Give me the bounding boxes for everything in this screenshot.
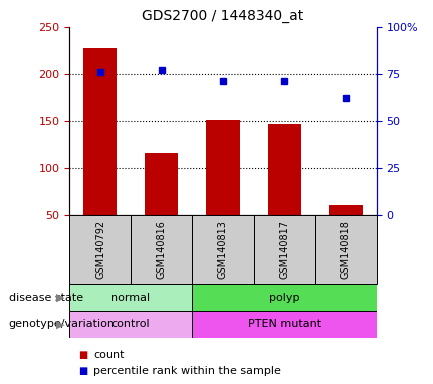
Text: GSM140818: GSM140818: [341, 220, 351, 279]
Text: ▶: ▶: [56, 319, 65, 329]
Text: percentile rank within the sample: percentile rank within the sample: [93, 366, 281, 376]
Text: count: count: [93, 350, 125, 360]
Text: normal: normal: [111, 293, 150, 303]
Bar: [192, 311, 377, 338]
Text: GSM140792: GSM140792: [95, 220, 105, 279]
Text: GSM140813: GSM140813: [218, 220, 228, 279]
Bar: [268, 124, 301, 215]
Text: PTEN mutant: PTEN mutant: [248, 319, 321, 329]
Bar: [315, 215, 377, 284]
Text: genotype/variation: genotype/variation: [9, 319, 115, 329]
Bar: [83, 48, 117, 215]
Text: GSM140816: GSM140816: [156, 220, 167, 279]
Bar: [131, 215, 192, 284]
Text: ■: ■: [78, 350, 87, 360]
Bar: [145, 153, 178, 215]
Bar: [69, 215, 131, 284]
Text: GSM140817: GSM140817: [279, 220, 290, 279]
Bar: [192, 284, 377, 311]
Text: ■: ■: [78, 366, 87, 376]
Text: ▶: ▶: [56, 293, 65, 303]
Text: polyp: polyp: [269, 293, 300, 303]
Bar: [206, 120, 240, 215]
Title: GDS2700 / 1448340_at: GDS2700 / 1448340_at: [142, 9, 304, 23]
Bar: [69, 311, 192, 338]
Bar: [329, 205, 363, 215]
Text: disease state: disease state: [9, 293, 83, 303]
Bar: [69, 284, 192, 311]
Text: control: control: [111, 319, 150, 329]
Bar: [254, 215, 315, 284]
Bar: [192, 215, 254, 284]
